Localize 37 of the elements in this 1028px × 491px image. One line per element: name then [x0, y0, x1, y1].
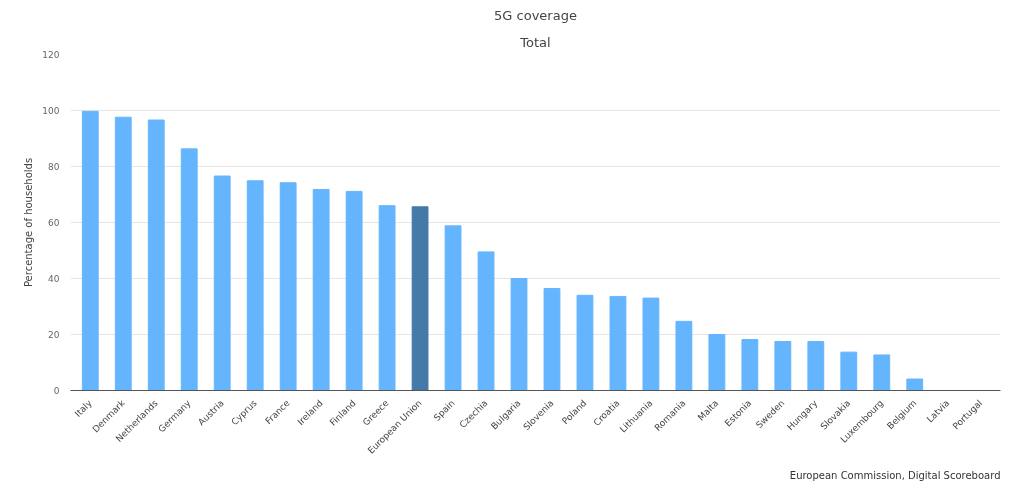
- bar: [642, 297, 660, 391]
- bar: [609, 295, 627, 391]
- chart-subtitle: Total: [519, 34, 551, 50]
- bar: [543, 288, 561, 391]
- y-tick-label: 40: [48, 274, 60, 284]
- bar: [147, 119, 165, 391]
- bar: [444, 225, 462, 391]
- y-tick-label: 0: [53, 386, 60, 396]
- bar: [906, 378, 924, 391]
- bar: [114, 116, 132, 391]
- bar: [708, 334, 726, 391]
- y-tick-label: 80: [48, 162, 60, 172]
- bar: [873, 354, 891, 391]
- bar: [213, 175, 231, 391]
- bar: [180, 148, 198, 391]
- bar: [246, 180, 264, 391]
- bar: [477, 251, 495, 391]
- y-tick-label: 60: [48, 218, 60, 228]
- bar: [279, 182, 297, 391]
- chart-title: 5G coverage: [494, 7, 577, 23]
- bar: [510, 278, 528, 391]
- bar: [312, 188, 330, 391]
- y-tick-label: 20: [48, 330, 60, 340]
- bar: [675, 320, 693, 391]
- bar: [378, 205, 396, 391]
- y-axis-title: Percentage of households: [23, 157, 35, 288]
- bar: [774, 341, 792, 391]
- bar: [840, 351, 858, 391]
- text: European Commission, Digital Scoreboard: [789, 469, 1001, 481]
- bar: [81, 110, 99, 391]
- y-tick-label: 100: [42, 106, 60, 116]
- y-tick-label: 120: [42, 50, 60, 60]
- bar: [807, 341, 825, 391]
- bar: [741, 339, 759, 391]
- bar: [345, 190, 363, 391]
- bar: [576, 294, 594, 391]
- bar: [411, 206, 429, 391]
